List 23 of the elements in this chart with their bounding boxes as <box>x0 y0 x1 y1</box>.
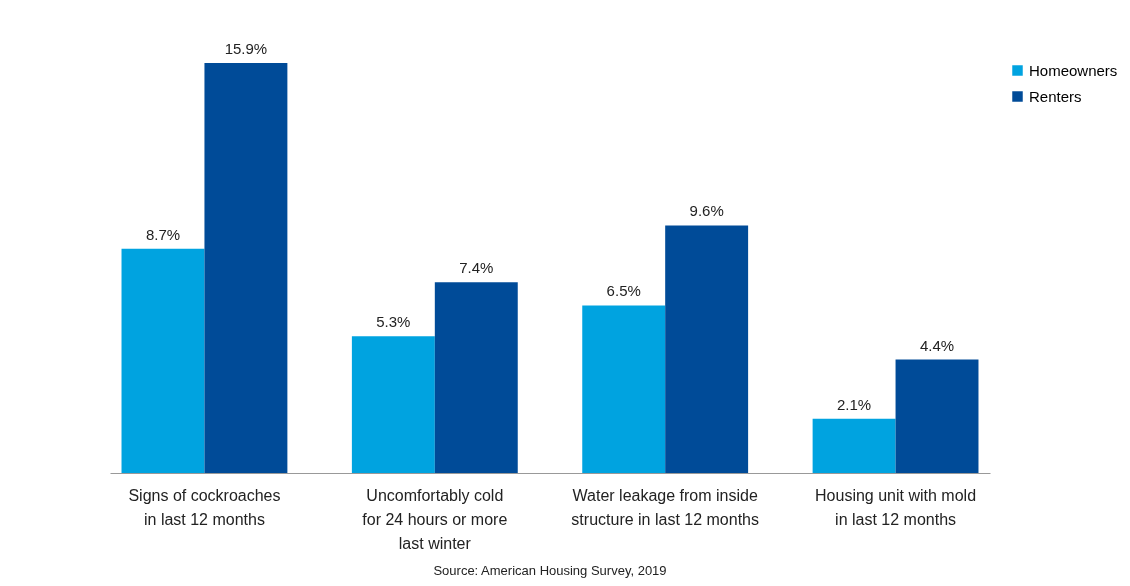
bar <box>895 359 979 473</box>
data-label: 8.7% <box>145 225 181 243</box>
data-label: 6.5% <box>606 282 641 300</box>
bar <box>121 248 205 473</box>
source-note: Source: American Housing Survey, 2019 <box>433 563 667 578</box>
data-label: 4.4% <box>919 336 955 354</box>
bar <box>812 418 896 473</box>
legend-label: Homeowners <box>1029 61 1118 79</box>
bar <box>665 225 749 473</box>
data-label: 2.1% <box>836 395 872 413</box>
x-tick-label: Housing unit with mold in last 12 months <box>815 486 977 528</box>
bar <box>434 282 518 473</box>
bar <box>204 63 288 473</box>
x-tick-label: Water leakage from inside structure in last 12 months <box>571 486 759 528</box>
x-tick-label: Uncomfortably cold for 24 hours or more last winter <box>362 486 508 552</box>
data-label: 9.6% <box>689 202 724 220</box>
data-label: 5.3% <box>376 313 411 331</box>
bar <box>582 305 666 473</box>
bar <box>351 336 435 473</box>
legend-label: Renters <box>1029 87 1082 105</box>
x-tick-label: Signs of cockroaches in last 12 months <box>128 486 281 528</box>
data-label: 7.4% <box>459 259 494 277</box>
data-label: 15.9% <box>224 40 268 57</box>
